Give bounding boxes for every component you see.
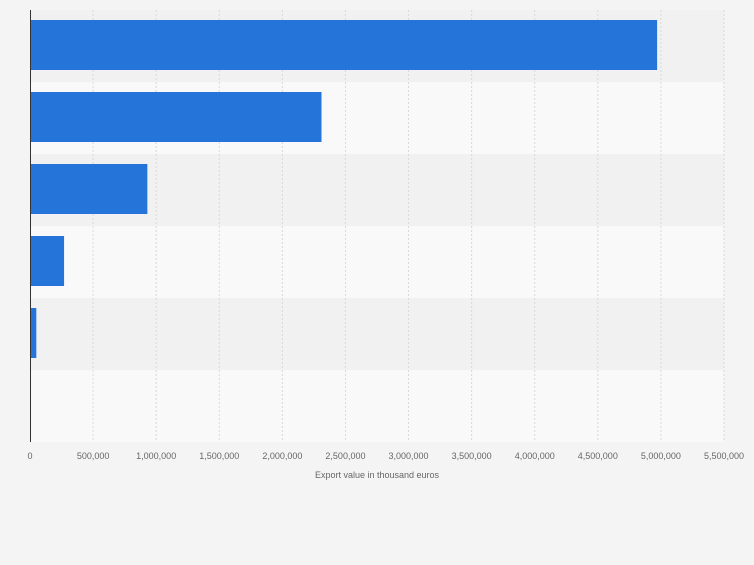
x-tick-label-9: 4,500,000 xyxy=(578,451,618,461)
x-tick-label-6: 3,000,000 xyxy=(389,451,429,461)
x-tick-label-5: 2,500,000 xyxy=(325,451,365,461)
x-tick-label-4: 2,000,000 xyxy=(262,451,302,461)
x-tick-label-3: 1,500,000 xyxy=(199,451,239,461)
x-tick-label-10: 5,000,000 xyxy=(641,451,681,461)
x-tick-label-0: 0 xyxy=(27,451,32,461)
x-tick-label-1: 500,000 xyxy=(77,451,110,461)
x-tick-label-2: 1,000,000 xyxy=(136,451,176,461)
x-tick-label-11: 5,500,000 xyxy=(704,451,744,461)
bar-2 xyxy=(30,164,148,214)
bar-0 xyxy=(30,20,658,70)
x-tick-label-7: 3,500,000 xyxy=(452,451,492,461)
band-3 xyxy=(30,226,724,298)
band-4 xyxy=(30,298,724,370)
x-axis-title: Export value in thousand euros xyxy=(315,470,440,480)
x-tick-label-8: 4,000,000 xyxy=(515,451,555,461)
bar-3 xyxy=(30,236,65,286)
bar-4 xyxy=(30,308,37,358)
bar-1 xyxy=(30,92,322,142)
band-5 xyxy=(30,370,724,442)
